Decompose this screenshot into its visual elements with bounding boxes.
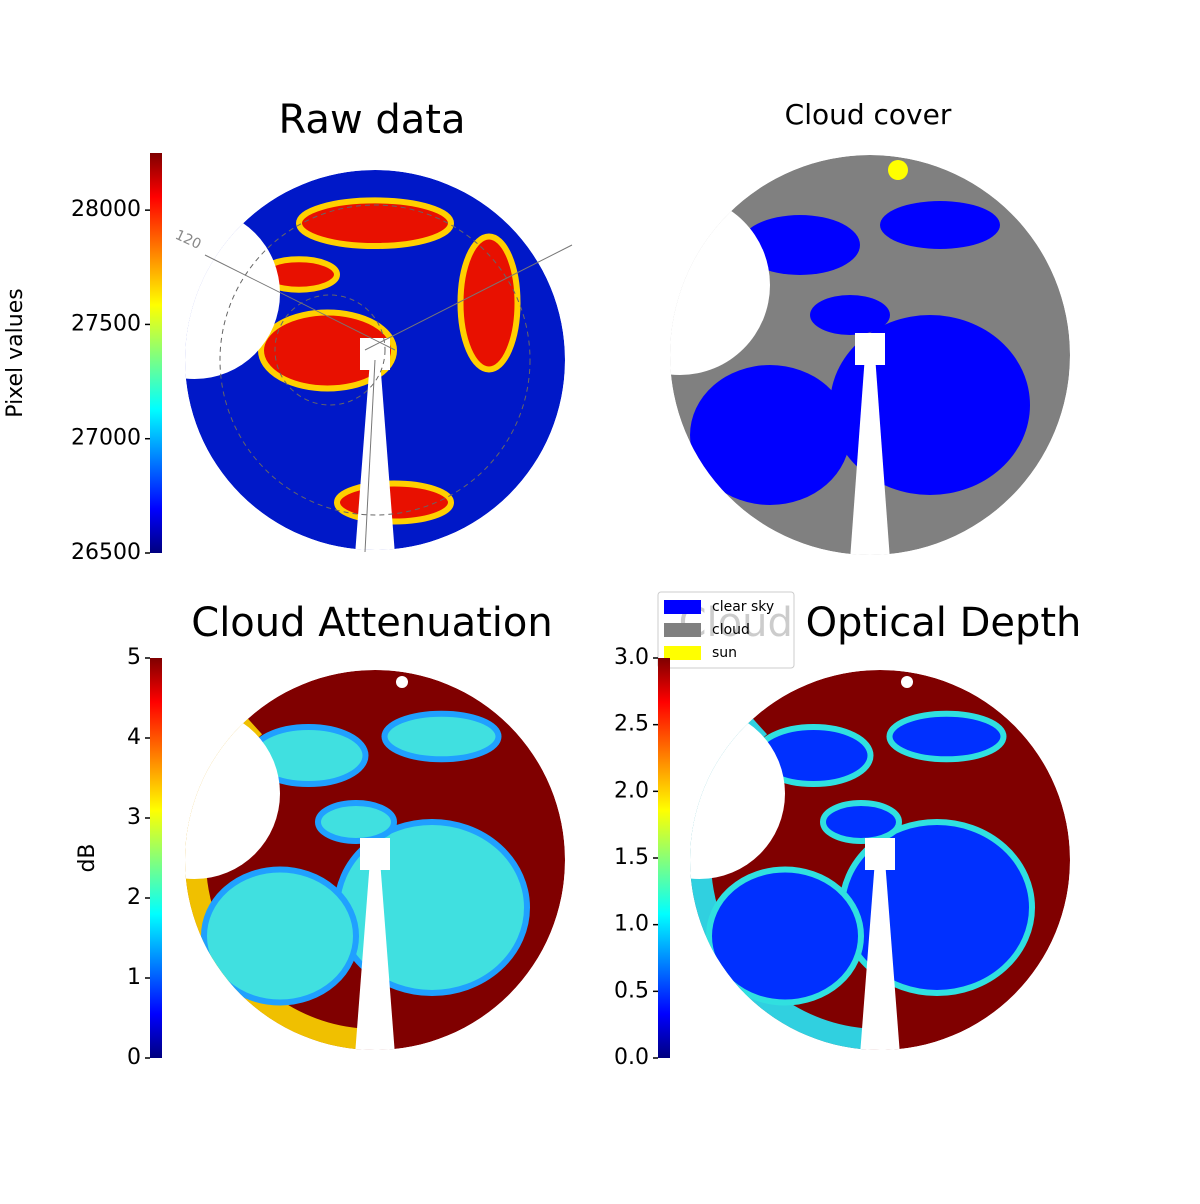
- colorbar-label: Pixel values: [3, 288, 28, 417]
- sky-image: [690, 670, 1070, 1050]
- panel-title: Cloud Attenuation: [191, 600, 552, 646]
- sun-mask: [901, 676, 913, 688]
- colorbar-tick-label: 0.5: [614, 978, 649, 1003]
- colorbar: [150, 153, 162, 553]
- legend-label: clear sky: [712, 599, 774, 615]
- sky-region: [740, 215, 860, 275]
- sun-mask: [396, 676, 408, 688]
- sky-region: [334, 480, 454, 525]
- sky-region: [690, 365, 850, 505]
- colorbar: [658, 658, 670, 1058]
- guide-line: [364, 244, 573, 351]
- annotation: 120: [173, 227, 204, 253]
- guide-circle: [274, 294, 386, 406]
- colorbar-tick-label: 5: [127, 645, 141, 670]
- panel-title: Raw data: [279, 97, 466, 143]
- legend-swatch: [664, 600, 701, 614]
- colorbar-tick-label: 28000: [71, 197, 141, 222]
- sky-region: [880, 201, 1000, 249]
- colorbar-tick-label: 3.0: [614, 645, 649, 670]
- panel-title: Cloud cover: [785, 98, 952, 131]
- sky-region: [296, 197, 454, 249]
- colorbar-tick-label: 27000: [71, 426, 141, 451]
- colorbar-tick-label: 4: [127, 725, 141, 750]
- colorbar-tick-label: 27500: [71, 311, 141, 336]
- sky-image: [185, 170, 565, 550]
- obstruction: [355, 860, 395, 1050]
- obstruction: [860, 860, 900, 1050]
- colorbar-tick-label: 0: [127, 1045, 141, 1070]
- sky-image: [185, 670, 565, 1050]
- legend-label: sun: [712, 645, 737, 661]
- colorbar: [150, 658, 162, 1058]
- guide-line: [364, 359, 376, 553]
- colorbar-tick-label: 2.0: [614, 778, 649, 803]
- sun-marker: [888, 160, 908, 180]
- sky-region: [457, 233, 521, 373]
- sky-region: [706, 866, 864, 1006]
- sky-region: [810, 295, 890, 335]
- colorbar-tick-label: 1.5: [614, 845, 649, 870]
- sky-region: [886, 710, 1007, 763]
- legend-label: cloud: [712, 622, 750, 638]
- colorbar-tick-label: 26500: [71, 540, 141, 565]
- sky-region: [820, 800, 902, 844]
- legend-swatch: [664, 623, 701, 637]
- colorbar-tick-label: 2: [127, 885, 141, 910]
- obstruction: [850, 355, 890, 555]
- colorbar-label: dB: [75, 843, 100, 872]
- sky-region: [201, 866, 359, 1006]
- sky-region: [315, 800, 397, 844]
- obstruction: [855, 333, 885, 365]
- sky-region: [381, 710, 502, 763]
- colorbar-tick-label: 0.0: [614, 1045, 649, 1070]
- obstruction: [360, 838, 390, 870]
- obstruction: [670, 195, 770, 375]
- legend-swatch: [664, 646, 701, 660]
- guide-line: [204, 254, 396, 351]
- colorbar-tick-label: 1: [127, 965, 141, 990]
- sky-image: [670, 155, 1070, 555]
- guide-circle: [219, 204, 531, 516]
- colorbar-tick-label: 1.0: [614, 912, 649, 937]
- obstruction: [355, 360, 395, 550]
- obstruction: [865, 838, 895, 870]
- colorbar-tick-label: 3: [127, 805, 141, 830]
- colorbar-tick-label: 2.5: [614, 712, 649, 737]
